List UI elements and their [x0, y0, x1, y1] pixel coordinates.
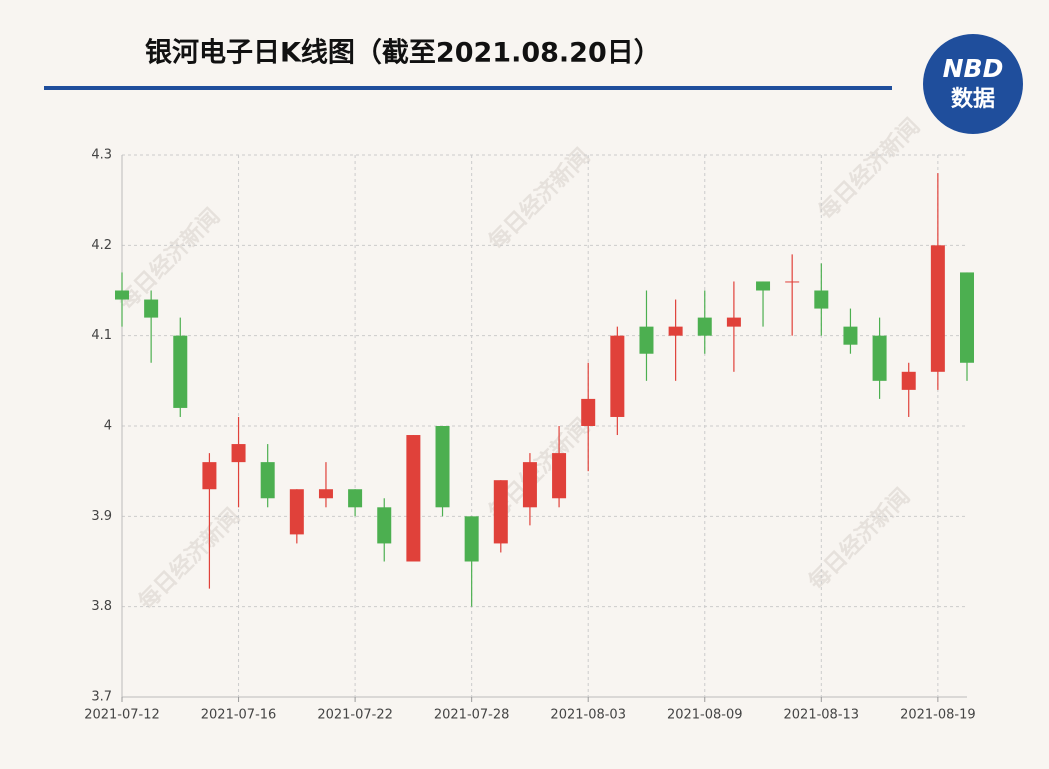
candle-body — [464, 516, 479, 562]
y-tick-label: 3.8 — [91, 599, 112, 614]
candle-body — [348, 489, 363, 508]
y-tick-label: 3.7 — [91, 690, 112, 705]
candle-body — [318, 489, 333, 499]
candle-body — [377, 507, 392, 544]
candle-body — [814, 290, 829, 309]
logo-bottom: 数据 — [951, 86, 995, 112]
candle-body — [639, 326, 654, 354]
candle-body — [522, 462, 537, 508]
x-tick-label: 2021-07-12 — [84, 708, 160, 723]
candle-body — [435, 426, 450, 508]
y-tick-label: 3.9 — [91, 509, 112, 524]
candle-body — [406, 435, 421, 562]
y-tick-label: 4.2 — [91, 238, 112, 253]
candle-body — [552, 453, 567, 499]
x-tick-label: 2021-07-28 — [434, 708, 510, 723]
watermark: 每日经济新闻 — [113, 203, 225, 315]
x-tick-label: 2021-07-22 — [317, 708, 393, 723]
candle-body — [231, 444, 246, 463]
candle-body — [581, 398, 596, 426]
watermark: 每日经济新闻 — [483, 143, 595, 255]
candle-body — [726, 317, 741, 327]
logo-top: NBD — [943, 54, 1004, 83]
chart-title: 银河电子日K线图（截至2021.08.20日） — [145, 38, 661, 69]
candle-body — [843, 326, 858, 345]
candle-body — [289, 489, 304, 535]
x-tick-label: 2021-08-03 — [550, 708, 626, 723]
candle-body — [144, 299, 159, 318]
candle-body — [872, 335, 887, 381]
x-tick-label: 2021-08-13 — [784, 708, 860, 723]
candle-body — [901, 371, 916, 390]
y-tick-label: 4.3 — [91, 148, 112, 163]
candle-body — [785, 281, 800, 283]
watermark: 每日经济新闻 — [803, 483, 915, 595]
y-tick-label: 4.1 — [91, 328, 112, 343]
candle-body — [260, 462, 275, 499]
candle-body — [493, 480, 508, 544]
candle-body — [960, 272, 974, 363]
watermark: 每日经济新闻 — [813, 113, 925, 225]
candle-body — [930, 245, 945, 372]
watermark: 每日经济新闻 — [133, 503, 245, 615]
candle-body — [173, 335, 188, 408]
candle-body — [202, 462, 217, 490]
candle-body — [668, 326, 683, 336]
candle-body — [610, 335, 625, 417]
title-rule — [44, 86, 892, 90]
x-tick-label: 2021-07-16 — [201, 708, 277, 723]
x-tick-label: 2021-08-19 — [900, 708, 976, 723]
y-tick-label: 4 — [104, 419, 112, 434]
candle-body — [115, 290, 129, 300]
candle-body — [697, 317, 712, 336]
logo-badge — [923, 34, 1023, 134]
x-tick-label: 2021-08-09 — [667, 708, 743, 723]
candle-body — [756, 281, 771, 291]
